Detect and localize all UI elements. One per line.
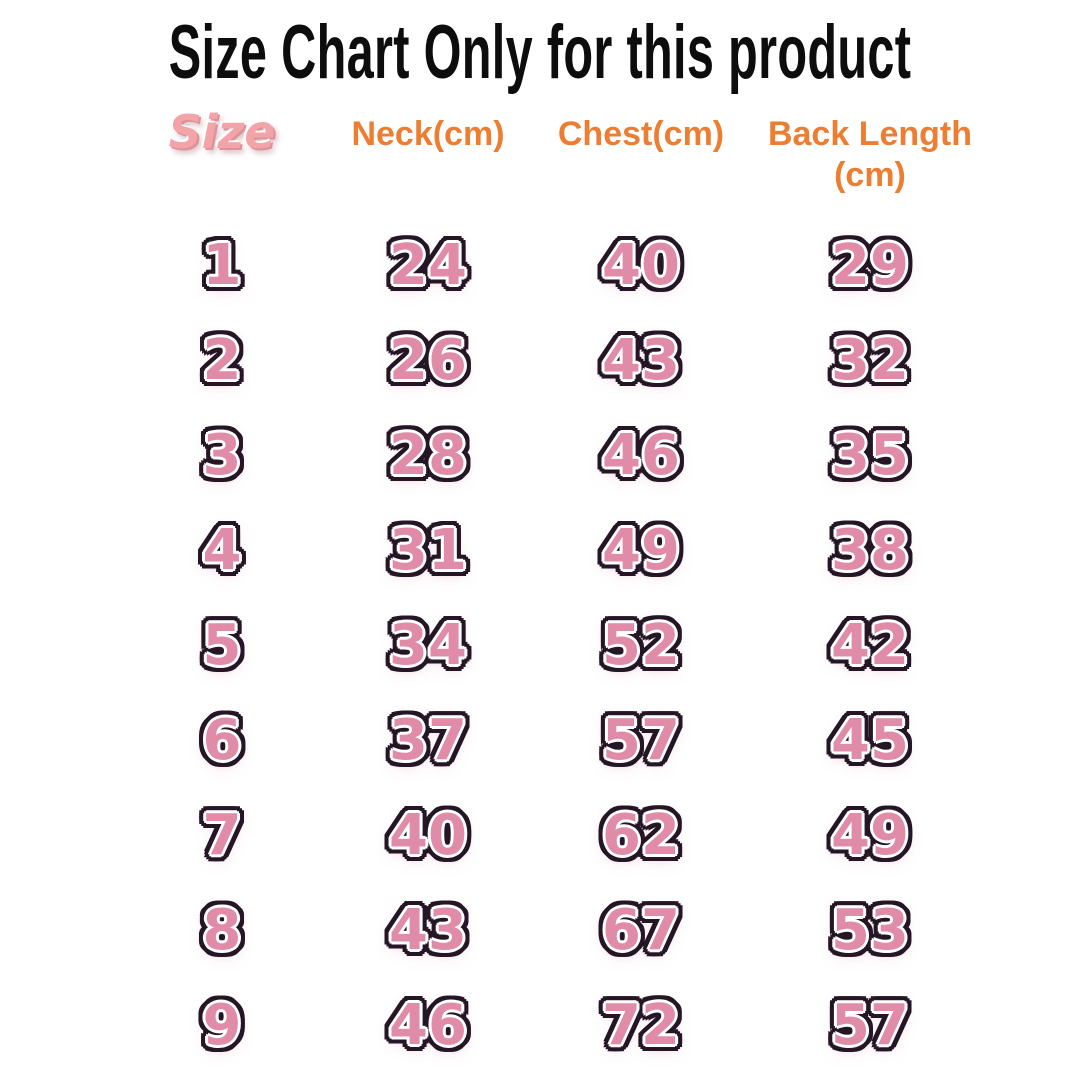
table-row: 4 31 49 38 [110, 503, 980, 598]
neck-value: 26 [389, 328, 467, 393]
back-length-value: 49 [831, 803, 909, 868]
size-value: 8 [202, 898, 242, 963]
table-row: 2 26 43 32 [110, 313, 980, 408]
back-length-value: 35 [831, 423, 909, 488]
table-row: 6 37 57 45 [110, 693, 980, 788]
chest-value: 49 [602, 518, 680, 583]
chest-value: 46 [602, 423, 680, 488]
neck-value: 46 [389, 993, 467, 1058]
chest-value: 52 [602, 613, 680, 678]
neck-value: 24 [389, 233, 467, 298]
back-length-value: 29 [831, 233, 909, 298]
back-length-value: 42 [831, 613, 909, 678]
size-value: 3 [202, 423, 242, 488]
chest-value: 67 [602, 898, 680, 963]
neck-value: 28 [389, 423, 467, 488]
column-header-back-length: Back Length (cm) [767, 115, 973, 195]
column-header-neck: Neck(cm) [351, 115, 505, 153]
chest-value: 40 [602, 233, 680, 298]
back-length-value: 38 [831, 518, 909, 583]
chest-value: 72 [602, 993, 680, 1058]
back-length-value: 57 [831, 993, 909, 1058]
column-header-chest: Chest(cm) [557, 115, 725, 153]
back-length-value: 53 [831, 898, 909, 963]
table-row: 3 28 46 35 [110, 408, 980, 503]
table-row: 7 40 62 49 [110, 788, 980, 883]
table-row: 9 46 72 57 [110, 978, 980, 1073]
chest-value: 43 [602, 328, 680, 393]
table-row: 5 34 52 42 [110, 598, 980, 693]
size-value: 1 [202, 233, 242, 298]
page-title: Size Chart Only for this product [168, 9, 912, 95]
size-value: 7 [202, 803, 242, 868]
neck-value: 31 [389, 518, 467, 583]
neck-value: 43 [389, 898, 467, 963]
neck-value: 34 [389, 613, 467, 678]
column-header-size: Size [168, 105, 276, 159]
back-length-value: 45 [831, 708, 909, 773]
table-row: 1 24 40 29 [110, 218, 980, 313]
chest-value: 62 [602, 803, 680, 868]
size-value: 5 [202, 613, 242, 678]
size-value: 9 [202, 993, 242, 1058]
size-value: 6 [202, 708, 242, 773]
size-value: 4 [202, 518, 242, 583]
chest-value: 57 [602, 708, 680, 773]
size-chart-table: 1 24 40 29 2 26 43 32 3 28 46 35 4 31 49… [110, 218, 980, 1073]
neck-value: 37 [389, 708, 467, 773]
table-row: 8 43 67 53 [110, 883, 980, 978]
neck-value: 40 [389, 803, 467, 868]
table-header-row: Size Neck(cm) Chest(cm) Back Length (cm) [110, 102, 980, 197]
size-value: 2 [202, 328, 242, 393]
back-length-value: 32 [831, 328, 909, 393]
